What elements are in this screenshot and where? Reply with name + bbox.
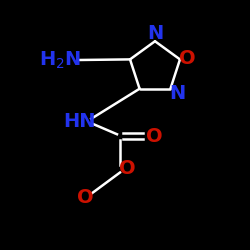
Text: H$_2$N: H$_2$N [39, 49, 81, 71]
Text: N: N [147, 24, 163, 43]
Text: HN: HN [63, 112, 96, 131]
Text: O: O [179, 50, 195, 68]
Text: O: O [77, 188, 93, 207]
Text: N: N [169, 84, 186, 103]
Text: O: O [119, 159, 135, 178]
Text: O: O [146, 127, 162, 146]
